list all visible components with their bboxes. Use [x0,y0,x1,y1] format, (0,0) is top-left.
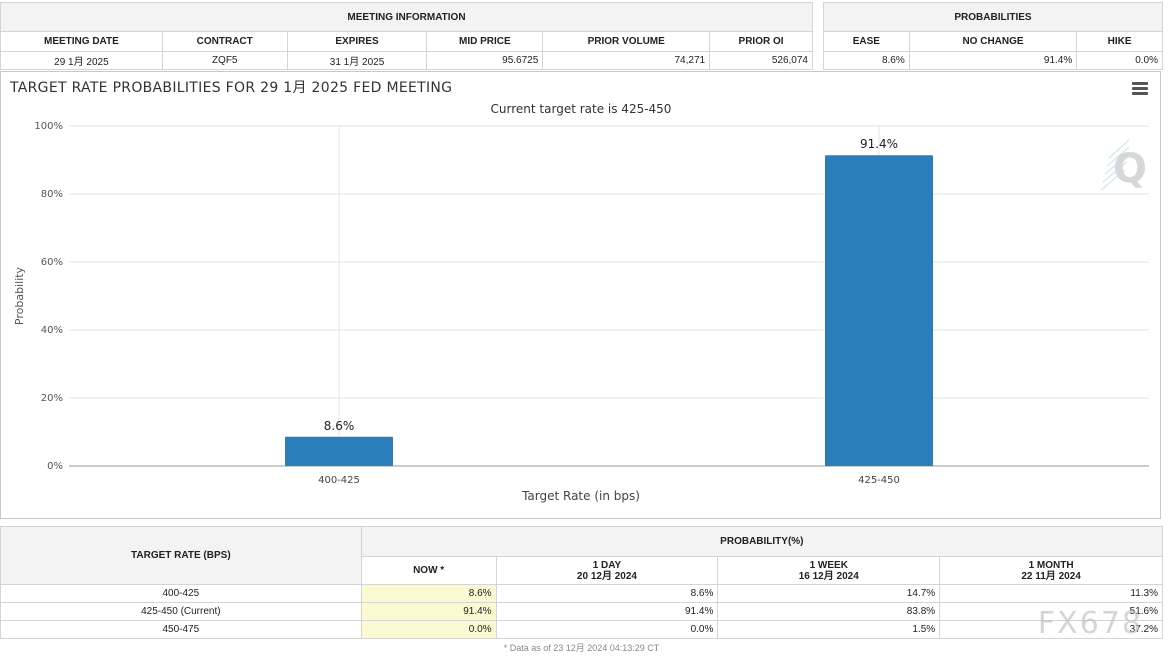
chart-title: TARGET RATE PROBABILITIES FOR 29 1月 2025… [9,80,452,96]
table-row: 400-425 8.6% 8.6% 14.7% 11.3% [0,584,1163,603]
header-hike: HIKE [1076,31,1163,52]
expires-value: 31 1月 2025 [286,51,428,70]
header-mid-price: MID PRICE [426,31,544,52]
header-expires: EXPIRES [286,31,428,52]
x-tick-label: 425-450 [858,475,900,486]
header-prior-oi: PRIOR OI [709,31,813,52]
y-tick-label: 60% [41,257,63,268]
menu-icon[interactable] [1132,82,1148,96]
meeting-information-table: MEETING INFORMATION MEETING DATE CONTRAC… [0,2,813,70]
target-rate-cell: 425-450 (Current) [0,602,362,621]
header-1-month: 1 MONTH 22 11月 2024 [939,556,1163,585]
bar-425-450[interactable] [825,155,933,466]
x-tick-label: 400-425 [318,475,360,486]
grid-layer [69,125,1149,467]
y-tick-label: 80% [41,189,63,200]
one-month-cell: 37.2% [939,620,1163,639]
meeting-date-value: 29 1月 2025 [0,51,163,70]
one-day-cell: 0.0% [495,620,719,639]
svg-text:Q: Q [1113,146,1147,192]
table-row: 425-450 (Current) 91.4% 91.4% 83.8% 51.6… [0,602,1163,621]
prior-volume-value: 74,271 [542,51,711,70]
y-tick-label: 40% [41,325,63,336]
labels-layer: 0% 20% 40% 60% 80% 100% 8.6% 400-425 91.4% 425-45… [34,121,899,486]
bar-400-425[interactable] [285,436,393,466]
header-contract: CONTRACT [161,31,288,52]
now-cell: 91.4% [360,602,497,621]
target-rate-cell: 450-475 [0,620,362,639]
one-week-cell: 1.5% [717,620,941,639]
one-day-cell: 91.4% [495,602,719,621]
header-1-day: 1 DAY 20 12月 2024 [495,556,719,585]
data-label: 91.4% [860,137,898,151]
probabilities-table: PROBABILITIES EASE NO CHANGE HIKE 8.6% 9… [823,2,1163,70]
header-target-rate: TARGET RATE (BPS) [0,526,362,585]
probability-group-title: PROBABILITY(%) [360,526,1164,557]
contract-value: ZQF5 [161,51,288,70]
table-row: 450-475 0.0% 0.0% 1.5% 37.2% [0,620,1163,639]
y-axis-label: Probability [13,266,26,325]
data-timestamp-footnote: * Data as of 23 12月 2024 04:13:29 CT [503,643,660,653]
header-prior-volume: PRIOR VOLUME [542,31,711,52]
meeting-information-title: MEETING INFORMATION [0,2,813,32]
target-rate-chart: TARGET RATE PROBABILITIES FOR 29 1月 2025… [9,80,1149,503]
probability-history-table: TARGET RATE (BPS) PROBABILITY(%) NOW * 1… [0,526,1164,639]
ease-value: 8.6% [823,51,910,70]
now-cell: 0.0% [360,620,497,639]
header-no-change: NO CHANGE [908,31,1078,52]
bars-layer [285,155,933,466]
mid-price-value: 95.6725 [426,51,544,70]
data-label: 8.6% [324,419,355,433]
prior-oi-value: 526,074 [709,51,813,70]
target-rate-cell: 400-425 [0,584,362,603]
one-week-cell: 14.7% [717,584,941,603]
chart-subtitle: Current target rate is 425-450 [491,102,672,116]
x-axis-label: Target Rate (in bps) [521,489,640,503]
header-ease: EASE [823,31,910,52]
watermark: FX678 [1037,606,1143,641]
y-tick-label: 100% [34,121,63,132]
y-tick-label: 20% [41,393,63,404]
quikstrike-logo-icon: Q [1100,139,1147,192]
y-tick-label: 0% [47,461,63,472]
one-day-cell: 8.6% [495,584,719,603]
one-month-cell: 11.3% [939,584,1163,603]
one-week-cell: 83.8% [717,602,941,621]
now-cell: 8.6% [360,584,497,603]
hike-value: 0.0% [1076,51,1163,70]
header-meeting-date: MEETING DATE [0,31,163,52]
header-now: NOW * [360,556,497,585]
no-change-value: 91.4% [908,51,1078,70]
header-1-week: 1 WEEK 16 12月 2024 [717,556,941,585]
chart-panel: TARGET RATE PROBABILITIES FOR 29 1月 2025… [0,71,1161,519]
probabilities-title: PROBABILITIES [823,2,1163,32]
